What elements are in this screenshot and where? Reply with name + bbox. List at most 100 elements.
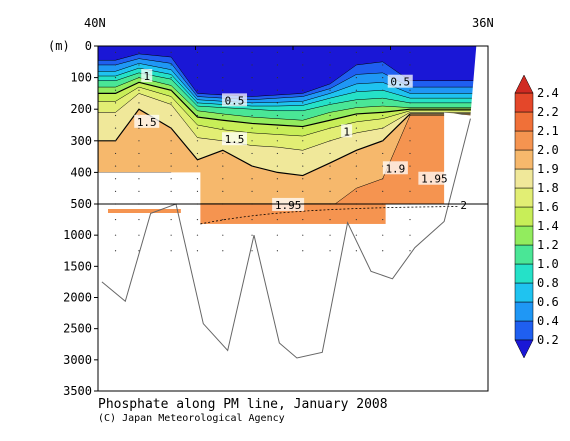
y-tick-label: 0 xyxy=(85,39,92,53)
sample-dot xyxy=(114,102,117,104)
sample-dot xyxy=(251,127,253,129)
contour-label: 1 xyxy=(143,70,150,83)
sample-dot xyxy=(355,102,357,104)
sample-dot xyxy=(302,190,304,192)
sample-dot xyxy=(382,51,384,53)
field-deep-band xyxy=(200,204,386,224)
sample-dot xyxy=(302,218,304,221)
sample-dot xyxy=(196,51,199,53)
sample-dot xyxy=(170,77,172,79)
sample-dot xyxy=(251,51,253,53)
sample-dot xyxy=(276,178,278,180)
sample-dot xyxy=(302,102,304,104)
sample-dot xyxy=(196,140,199,142)
contour-label: 0.5 xyxy=(225,94,245,107)
sample-dot xyxy=(114,250,117,252)
sample-dot xyxy=(355,114,357,117)
sample-dot xyxy=(170,250,172,252)
sample-dot xyxy=(355,77,357,79)
sample-dot xyxy=(138,51,140,53)
contour-label-bg xyxy=(341,124,353,138)
colorbar-label: 0.4 xyxy=(537,314,559,328)
sample-dot xyxy=(170,64,172,66)
sample-dot xyxy=(409,51,411,53)
sample-dot xyxy=(355,51,357,53)
sample-dot xyxy=(138,89,140,91)
sample-dot xyxy=(170,178,172,180)
sample-dot xyxy=(276,127,278,129)
sample-dot xyxy=(196,127,199,129)
sample-dot xyxy=(114,114,117,117)
sample-dot xyxy=(222,89,224,91)
colorbar-cell xyxy=(514,92,534,113)
contour-label-bg xyxy=(222,132,247,146)
sample-dot xyxy=(382,140,384,142)
sample-dot xyxy=(170,114,172,117)
colorbar-cell xyxy=(514,282,534,303)
sample-dot xyxy=(382,127,384,129)
sample-dot xyxy=(196,234,199,236)
contour-label-bg xyxy=(382,161,408,175)
sample-dot xyxy=(170,127,172,129)
sample-dot xyxy=(329,152,331,155)
y-tick-label: 300 xyxy=(70,134,92,148)
sample-dot xyxy=(276,77,278,79)
colorbar: 0.2 0.4 0.6 0.8 1.0 1.2 1.4 1.6 1.8 1.9 2.0 2.1 2.2 2… xyxy=(514,74,559,359)
contour-label-bg xyxy=(141,69,153,83)
sample-dot xyxy=(329,102,331,104)
field-deep-strip xyxy=(108,209,181,213)
sample-dot xyxy=(222,178,224,180)
sample-dot xyxy=(382,178,384,180)
sample-dot xyxy=(138,218,140,221)
bottom-profile xyxy=(101,118,471,359)
sample-dot xyxy=(276,140,278,142)
y-tick-label: 100 xyxy=(70,71,92,85)
contour-label: 0.5 xyxy=(390,76,410,89)
contour-dashed xyxy=(200,206,459,225)
sample-dot xyxy=(251,89,253,91)
sample-dot xyxy=(382,89,384,91)
colorbar-cell xyxy=(514,263,534,284)
sample-dot xyxy=(329,64,331,66)
sample-dot xyxy=(302,127,304,129)
sample-dot xyxy=(329,218,331,221)
sample-dot xyxy=(355,152,357,155)
no-data-left xyxy=(98,172,201,204)
sample-dot xyxy=(382,102,384,104)
sample-dot xyxy=(302,140,304,142)
colorbar-label: 1.2 xyxy=(537,238,559,252)
sample-dot xyxy=(355,64,357,66)
sample-dot xyxy=(382,190,384,192)
sample-dot xyxy=(251,190,253,192)
contour-label-bg xyxy=(134,114,160,128)
sample-dot xyxy=(251,114,253,117)
sample-dot xyxy=(382,64,384,66)
sample-dot xyxy=(409,218,411,221)
contour-label: 1.5 xyxy=(225,133,245,146)
sample-dot xyxy=(251,250,253,252)
sample-dot xyxy=(114,77,117,79)
sample-dot xyxy=(276,152,278,155)
contour-label: 1.9 xyxy=(385,162,405,175)
sample-dot xyxy=(329,140,331,142)
sample-dot xyxy=(170,102,172,104)
chart-title: Phosphate along PM line, January 2008 xyxy=(98,397,388,412)
no-data-right xyxy=(419,46,488,204)
colorbar-cell xyxy=(514,111,534,132)
sample-dot xyxy=(251,152,253,155)
sample-dot xyxy=(196,165,199,167)
sample-dot xyxy=(355,140,357,142)
y-tick-label: 500 xyxy=(70,197,92,211)
sample-dot xyxy=(251,178,253,180)
colorbar-label: 1.8 xyxy=(537,181,559,195)
colorbar-cell xyxy=(514,149,534,170)
sample-dot xyxy=(114,64,117,66)
sample-dot xyxy=(409,102,411,104)
sample-dot xyxy=(302,89,304,91)
sample-dot xyxy=(170,218,172,221)
sample-dot xyxy=(251,218,253,221)
upper-field xyxy=(98,46,488,204)
sample-dot xyxy=(196,89,199,91)
colorbar-cell xyxy=(514,225,534,246)
